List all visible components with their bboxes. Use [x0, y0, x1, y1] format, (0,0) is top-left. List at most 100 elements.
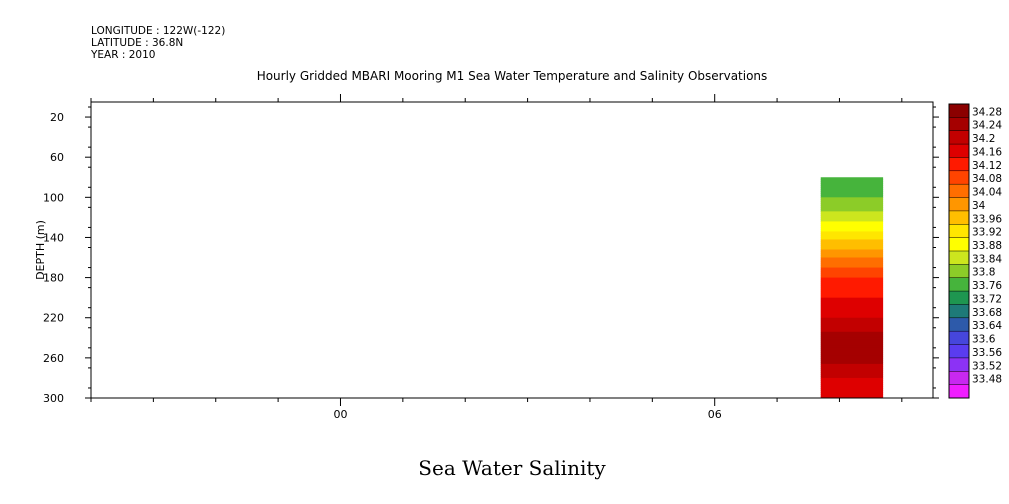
heatmap-cell: [820, 257, 884, 261]
heatmap-cell: [820, 279, 884, 283]
colorbar-label: 34.08: [972, 173, 1002, 185]
heatmap-cell: [820, 347, 884, 351]
heatmap-cell: [820, 303, 884, 307]
colorbar-swatch: [949, 251, 969, 265]
colorbar-label: 33.88: [972, 240, 1002, 252]
heatmap-cell: [820, 267, 884, 271]
heatmap-cell: [820, 349, 884, 353]
colorbar-label: 33.8: [972, 267, 995, 279]
heatmap-cell: [820, 365, 884, 369]
colorbar-swatch: [949, 277, 969, 292]
y-tick-label: 100: [43, 191, 64, 204]
heatmap-cell: [820, 251, 884, 255]
heatmap-cell: [820, 339, 884, 343]
heatmap-cell: [820, 201, 884, 204]
heatmap-cell: [820, 269, 884, 273]
heatmap-cells: [820, 177, 884, 398]
heatmap-cell: [820, 317, 884, 321]
heatmap-cell: [820, 351, 884, 355]
heatmap-cell: [820, 329, 884, 333]
heatmap-cell: [820, 273, 884, 277]
heatmap-cell: [820, 345, 884, 349]
heatmap-cell: [820, 361, 884, 365]
heatmap-cell: [820, 249, 884, 253]
colorbar-swatch: [949, 371, 969, 386]
heatmap-cell: [820, 209, 884, 212]
heatmap-cell: [820, 199, 884, 202]
heatmap-cell: [820, 343, 884, 347]
colorbar-label: 33.48: [972, 374, 1002, 386]
heatmap-cell: [820, 309, 884, 313]
heatmap-cell: [820, 289, 884, 293]
heatmap-cell: [820, 213, 884, 216]
heatmap-cell: [820, 331, 884, 335]
heatmap-cell: [820, 239, 884, 243]
colorbar-label: 33.68: [972, 307, 1002, 319]
heatmap-cell: [820, 381, 884, 385]
colorbar-label: 34: [972, 200, 986, 212]
heatmap-cell: [820, 287, 884, 291]
y-tick-label: 300: [43, 392, 64, 405]
heatmap-cell: [820, 265, 884, 269]
colorbar-swatch: [949, 144, 969, 158]
heatmap-cell: [820, 383, 884, 387]
heatmap-cell: [820, 371, 884, 375]
colorbar-swatch: [949, 224, 969, 239]
heatmap-cell: [820, 319, 884, 323]
heatmap-cell: [820, 187, 884, 190]
heatmap-cell: [820, 189, 884, 192]
colorbar-swatch: [949, 170, 969, 185]
heatmap-cell: [820, 233, 884, 237]
colorbar-label: 33.72: [972, 293, 1002, 305]
y-axis-label: DEPTH (m): [34, 220, 47, 280]
y-tick-label: 180: [43, 272, 64, 285]
heatmap-cell: [820, 341, 884, 345]
heatmap-cell: [820, 327, 884, 331]
heatmap-cell: [820, 247, 884, 251]
colorbar: 34.2834.2434.234.1634.1234.0834.043433.9…: [948, 103, 1002, 399]
heatmap-cell: [820, 295, 884, 299]
colorbar-swatch: [949, 197, 969, 212]
colorbar-label: 34.2: [972, 133, 995, 145]
heatmap-cell: [820, 355, 884, 359]
heatmap-cell: [820, 225, 884, 229]
colorbar-label: 33.52: [972, 360, 1002, 372]
heatmap-cell: [820, 325, 884, 329]
plot-frame: [90, 101, 934, 399]
y-tick-label: 60: [50, 151, 64, 164]
heatmap-cell: [820, 259, 884, 263]
y-tick-label: 220: [43, 312, 64, 325]
x-axis-label: Sea Water Salinity: [418, 456, 606, 480]
heatmap-cell: [820, 207, 884, 210]
x-tick-label: 06: [708, 408, 722, 421]
heatmap-cell: [820, 377, 884, 381]
heatmap-cell: [820, 363, 884, 367]
heatmap-cell: [820, 285, 884, 289]
heatmap-cell: [820, 227, 884, 231]
chart-title: Hourly Gridded MBARI Mooring M1 Sea Wate…: [257, 69, 768, 83]
heatmap-cell: [820, 261, 884, 265]
heatmap-cell: [820, 263, 884, 267]
heatmap-cell: [820, 373, 884, 377]
heatmap-cell: [820, 253, 884, 257]
heatmap-cell: [820, 333, 884, 337]
colorbar-swatch: [949, 237, 969, 252]
year-label: YEAR : 2010: [91, 49, 156, 61]
heatmap-cell: [820, 389, 884, 393]
heatmap-cell: [820, 297, 884, 301]
heatmap-cell: [820, 357, 884, 361]
heatmap-cell: [820, 387, 884, 391]
y-tick-label: 140: [43, 231, 64, 244]
heatmap-cell: [820, 197, 884, 200]
colorbar-label: 34.04: [972, 187, 1002, 199]
colorbar-label: 33.6: [972, 334, 996, 346]
heatmap-cell: [820, 321, 884, 325]
heatmap-cell: [820, 181, 884, 184]
colorbar-label: 33.92: [972, 227, 1002, 239]
heatmap-cell: [820, 221, 884, 225]
y-tick-label: 20: [50, 111, 64, 124]
heatmap-cell: [820, 275, 884, 279]
heatmap-cell: [820, 185, 884, 188]
colorbar-label: 33.56: [972, 347, 1002, 359]
